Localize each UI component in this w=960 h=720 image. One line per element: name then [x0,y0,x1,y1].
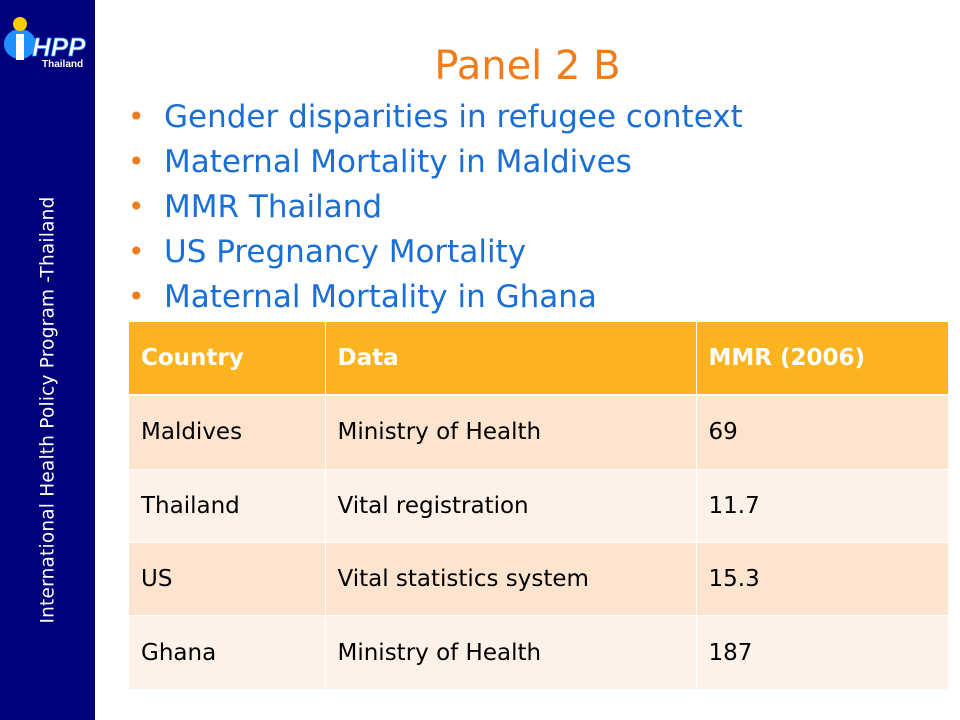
sidebar-vertical-text: International Health Policy Program -Tha… [37,196,59,624]
header-country: Country [129,322,326,396]
bullet-dot-icon: • [128,280,145,313]
cell-country: Maldives [129,395,326,470]
table-row: US Vital statistics system 15.3 [129,542,949,617]
mmr-table: Country Data MMR (2006) Maldives Ministr… [129,322,949,690]
sidebar: HPP Thailand International Health Policy… [0,0,95,720]
table-row: Maldives Ministry of Health 69 [129,395,949,470]
cell-mmr: 15.3 [696,542,949,617]
cell-country: Ghana [129,615,326,690]
bullet-text: Maternal Mortality in Maldives [164,144,632,180]
cell-country: Thailand [129,469,326,544]
bullet-dot-icon: • [128,100,145,133]
header-data: Data [325,322,697,396]
cell-data: Ministry of Health [325,395,697,470]
bullet-item: • Maternal Mortality in Ghana [128,278,743,323]
svg-text:Thailand: Thailand [42,59,83,70]
svg-text:HPP: HPP [32,32,86,62]
bullet-item: • Gender disparities in refugee context [128,98,743,143]
bullet-item: • MMR Thailand [128,188,743,233]
cell-data: Ministry of Health [325,615,697,690]
bullet-item: • US Pregnancy Mortality [128,233,743,278]
bullet-list: • Gender disparities in refugee context •… [128,98,743,323]
cell-country: US [129,542,326,617]
bullet-text: US Pregnancy Mortality [164,234,527,270]
table-row: Thailand Vital registration 11.7 [129,469,949,544]
cell-data: Vital statistics system [325,542,697,617]
bullet-item: • Maternal Mortality in Maldives [128,143,743,188]
bullet-text: Gender disparities in refugee context [164,99,743,135]
ihpp-logo: HPP Thailand [4,17,87,70]
bullet-dot-icon: • [128,145,145,178]
bullet-text: Maternal Mortality in Ghana [164,279,597,315]
bullet-text: MMR Thailand [164,189,383,225]
cell-mmr: 69 [696,395,949,470]
cell-mmr: 11.7 [696,469,949,544]
header-mmr: MMR (2006) [696,322,949,396]
bullet-dot-icon: • [128,190,145,223]
cell-data: Vital registration [325,469,697,544]
slide-title: Panel 2 B [434,43,621,89]
bullet-dot-icon: • [128,235,145,268]
table-header-row: Country Data MMR (2006) [129,322,949,396]
cell-mmr: 187 [696,615,949,690]
table-row: Ghana Ministry of Health 187 [129,615,949,690]
